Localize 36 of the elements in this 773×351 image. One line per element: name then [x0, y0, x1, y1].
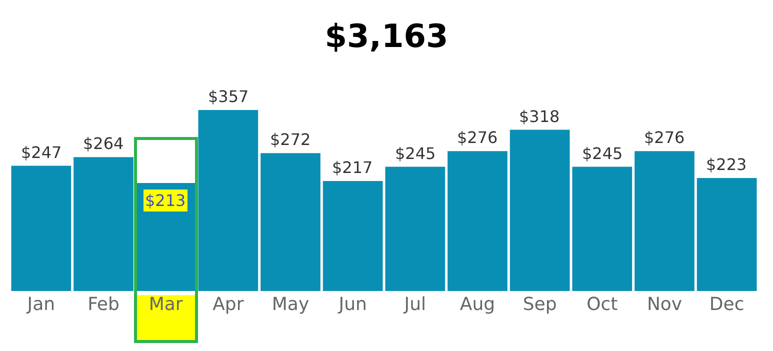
bar — [74, 157, 134, 291]
data-label: $213 — [145, 191, 186, 210]
bar — [260, 153, 320, 291]
data-label: $245 — [395, 144, 436, 163]
x-tick-label: Jan — [26, 294, 56, 315]
x-tick-label: Oct — [586, 294, 618, 315]
data-label: $247 — [21, 143, 62, 162]
x-tick-label: Jun — [338, 294, 367, 315]
x-tick-label: Sep — [522, 294, 557, 315]
bar — [322, 180, 383, 291]
x-tick-label: Nov — [646, 294, 682, 315]
x-tick-label: Jul — [403, 294, 426, 315]
bar — [11, 166, 72, 291]
chart-title: $3,163 — [324, 16, 448, 55]
bar — [634, 151, 694, 291]
data-label: $223 — [706, 155, 747, 174]
x-tick-label: Mar — [148, 294, 184, 315]
x-tick-label: Apr — [212, 294, 244, 315]
data-label: $245 — [582, 144, 623, 163]
bar — [510, 130, 570, 291]
x-tick-label: Dec — [709, 294, 744, 315]
x-tick-label: Aug — [460, 294, 496, 315]
data-label: $357 — [208, 87, 249, 106]
bar — [696, 178, 757, 291]
data-label: $217 — [332, 158, 373, 177]
data-label: $318 — [519, 107, 560, 126]
bar — [385, 166, 446, 291]
bar — [448, 151, 508, 291]
data-label: $264 — [83, 134, 124, 153]
x-tick-label: Feb — [88, 294, 120, 315]
data-label: $276 — [457, 128, 498, 147]
bar — [572, 166, 632, 291]
bar — [198, 110, 258, 291]
data-label: $276 — [644, 128, 685, 147]
data-label: $272 — [270, 130, 311, 149]
x-tick-label: May — [272, 294, 310, 315]
